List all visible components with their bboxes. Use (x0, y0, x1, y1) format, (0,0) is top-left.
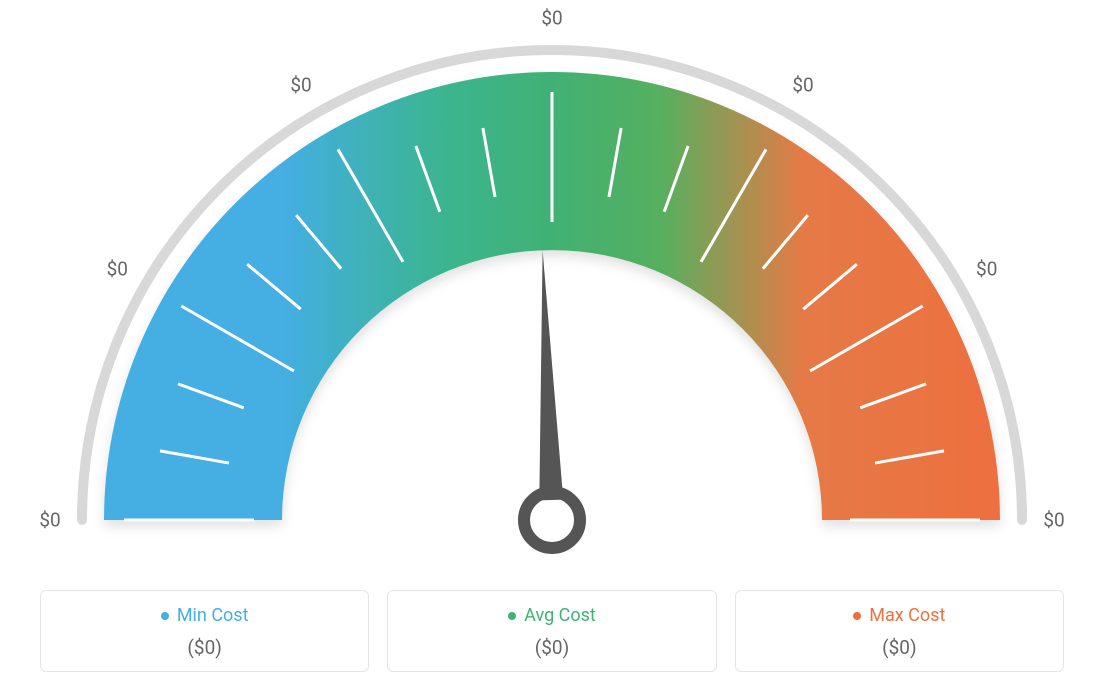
gauge-area: $0 $0 $0 $0 $0 $0 $0 (0, 0, 1104, 560)
legend-label-avg: Avg Cost (524, 605, 596, 626)
gauge-tick-label: $0 (541, 7, 562, 30)
legend-row: Min Cost ($0) Avg Cost ($0) Max Cost ($0… (40, 590, 1064, 673)
legend-value-avg: ($0) (398, 636, 705, 659)
legend-card-max: Max Cost ($0) (735, 590, 1064, 673)
legend-title-avg: Avg Cost (508, 605, 596, 626)
legend-card-min: Min Cost ($0) (40, 590, 369, 673)
legend-label-min: Min Cost (177, 605, 249, 626)
gauge-tick-label: $0 (290, 74, 311, 97)
legend-value-max: ($0) (746, 636, 1053, 659)
gauge-tick-label: $0 (1043, 509, 1064, 532)
gauge-svg (0, 0, 1104, 560)
legend-dot-max (853, 612, 861, 620)
legend-title-min: Min Cost (161, 605, 249, 626)
legend-title-max: Max Cost (853, 605, 945, 626)
gauge-tick-label: $0 (976, 258, 997, 281)
cost-gauge-container: $0 $0 $0 $0 $0 $0 $0 Min Cost ($0) Avg Cost ($… (0, 0, 1104, 690)
legend-card-avg: Avg Cost ($0) (387, 590, 716, 673)
gauge-tick-label: $0 (39, 509, 60, 532)
legend-value-min: ($0) (51, 636, 358, 659)
legend-dot-min (161, 612, 169, 620)
gauge-tick-label: $0 (107, 258, 128, 281)
legend-dot-avg (508, 612, 516, 620)
gauge-tick-label: $0 (792, 74, 813, 97)
legend-label-max: Max Cost (869, 605, 945, 626)
